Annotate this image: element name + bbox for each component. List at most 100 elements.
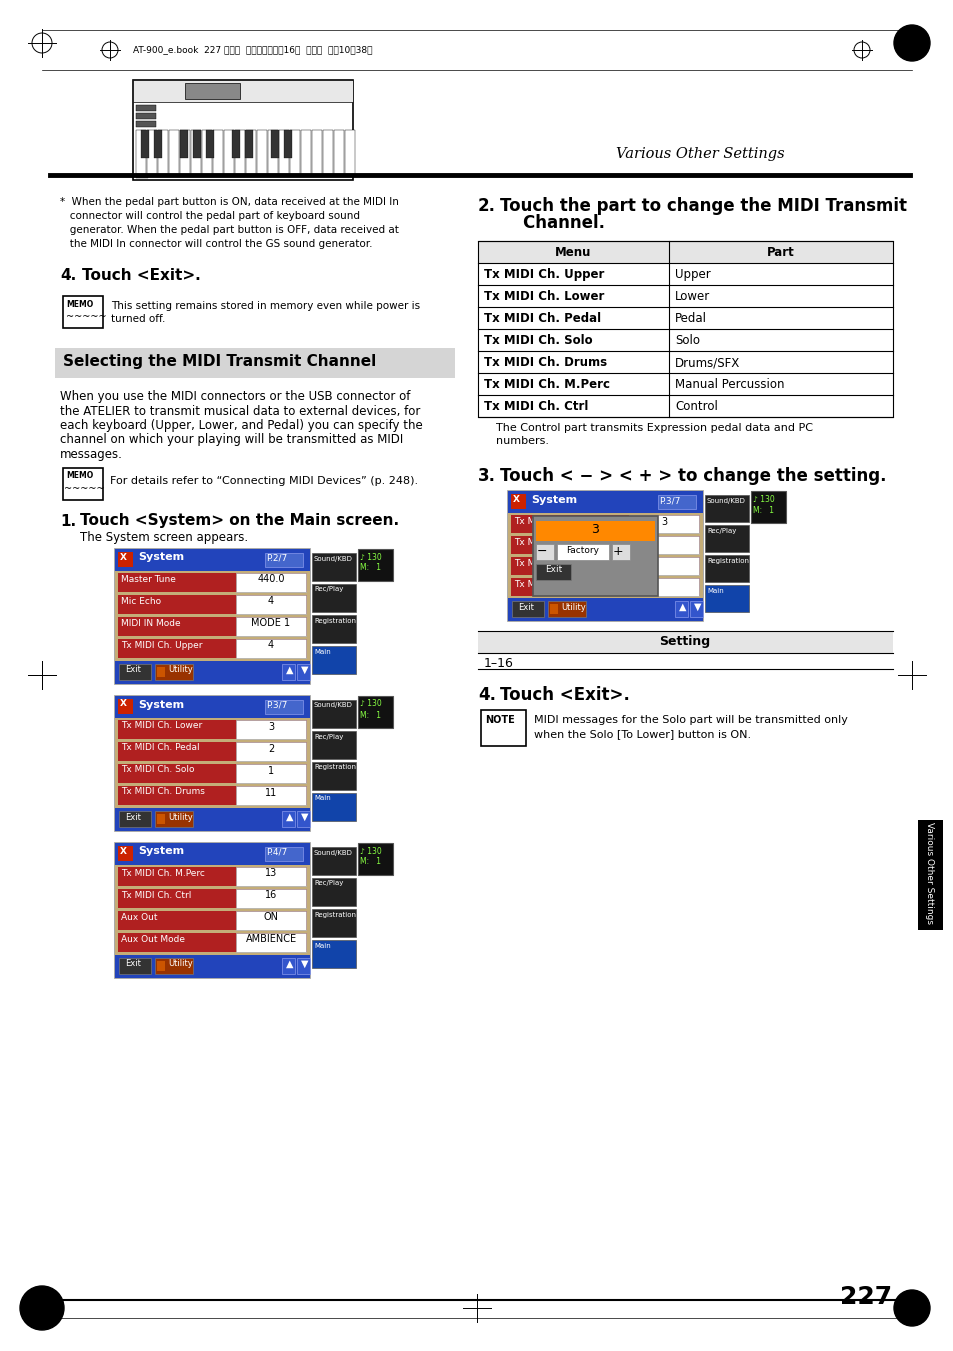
Bar — [158, 130, 168, 176]
Bar — [511, 536, 700, 554]
Text: X: X — [120, 553, 127, 562]
Text: turned off.: turned off. — [111, 313, 165, 324]
Bar — [628, 557, 699, 576]
Bar — [235, 616, 306, 635]
Text: Tx MIDI Ch. Solo: Tx MIDI Ch. Solo — [483, 334, 592, 347]
Bar — [235, 763, 306, 782]
Text: Exit: Exit — [125, 959, 141, 969]
Bar — [55, 349, 455, 378]
Bar — [118, 551, 132, 566]
Text: Tx MIDI Ch. Solo: Tx MIDI Ch. Solo — [121, 766, 194, 774]
Bar — [118, 594, 307, 613]
Text: M:   1: M: 1 — [752, 507, 773, 515]
Bar — [357, 843, 393, 874]
Bar — [157, 666, 165, 677]
Text: the ATELIER to transmit musical data to external devices, for: the ATELIER to transmit musical data to … — [60, 404, 420, 417]
Text: MIDI IN Mode: MIDI IN Mode — [121, 619, 180, 627]
Bar — [477, 631, 892, 653]
Circle shape — [893, 26, 929, 61]
Bar — [704, 555, 748, 582]
Bar — [312, 700, 355, 727]
Text: Sound/KBD: Sound/KBD — [314, 703, 353, 708]
Bar — [658, 494, 696, 509]
Bar — [704, 585, 748, 612]
Bar — [119, 811, 151, 827]
Bar — [157, 813, 165, 824]
Text: ▼: ▼ — [301, 812, 308, 821]
Bar — [265, 700, 303, 713]
Text: 440.0: 440.0 — [257, 574, 284, 585]
Text: Master Tune: Master Tune — [121, 574, 175, 584]
Text: 11: 11 — [265, 788, 276, 797]
Text: Rec/Play: Rec/Play — [314, 881, 343, 886]
Text: *  When the pedal part button is ON, data received at the MIDI In: * When the pedal part button is ON, data… — [60, 197, 398, 207]
Bar — [282, 663, 294, 680]
Bar — [511, 515, 700, 534]
Bar — [115, 661, 310, 684]
Text: Touch the part to change the MIDI Transmit: Touch the part to change the MIDI Transm… — [499, 197, 906, 215]
Bar — [115, 549, 310, 684]
Text: Tx MIDI Ch. M.Perc: Tx MIDI Ch. M.Perc — [483, 378, 609, 390]
Text: Main: Main — [706, 588, 723, 594]
Bar — [141, 130, 149, 158]
Text: X: X — [120, 700, 127, 708]
Bar — [157, 961, 165, 970]
Bar — [115, 808, 310, 831]
Text: M:   1: M: 1 — [359, 858, 380, 866]
Bar — [536, 563, 571, 580]
Bar — [480, 711, 525, 746]
Bar — [235, 785, 306, 804]
Text: Mic Echo: Mic Echo — [121, 597, 161, 605]
Text: ~~~~~: ~~~~~ — [66, 312, 107, 322]
Bar — [345, 130, 355, 176]
Bar — [235, 720, 306, 739]
Bar — [63, 296, 103, 328]
Bar — [675, 601, 687, 617]
Bar — [334, 130, 344, 176]
Bar — [507, 490, 702, 621]
Text: Rec/Play: Rec/Play — [314, 734, 343, 739]
Bar — [185, 82, 240, 99]
Bar — [245, 130, 253, 158]
Text: Channel.: Channel. — [499, 213, 604, 232]
Text: Utility: Utility — [168, 666, 193, 674]
Text: Registration: Registration — [706, 558, 748, 563]
Bar — [118, 616, 307, 635]
Text: MIDI messages for the Solo part will be transmitted only: MIDI messages for the Solo part will be … — [534, 715, 847, 725]
Bar — [533, 516, 658, 596]
Bar — [235, 594, 306, 613]
Text: AMBIENCE: AMBIENCE — [245, 935, 296, 944]
Bar — [115, 717, 310, 808]
Bar — [118, 763, 307, 782]
Bar — [312, 130, 322, 176]
Text: When you use the MIDI connectors or the USB connector of: When you use the MIDI connectors or the … — [60, 390, 410, 403]
Text: Touch <System> on the Main screen.: Touch <System> on the Main screen. — [80, 513, 398, 528]
Bar — [301, 130, 311, 176]
Bar — [296, 958, 310, 974]
Bar — [115, 955, 310, 978]
Bar — [235, 889, 306, 908]
Text: MEMO: MEMO — [66, 300, 93, 309]
Text: Utility: Utility — [168, 959, 193, 969]
Text: 1.: 1. — [60, 513, 76, 528]
Text: 16: 16 — [265, 890, 276, 901]
Circle shape — [20, 1286, 64, 1329]
Text: 1: 1 — [268, 766, 274, 775]
Text: Tx MIDI: Tx MIDI — [514, 559, 547, 567]
Text: Setting: Setting — [659, 635, 710, 648]
Text: ♪ 130: ♪ 130 — [752, 494, 774, 504]
Bar — [202, 130, 212, 176]
Bar — [234, 130, 245, 176]
Text: 3: 3 — [591, 523, 598, 536]
Text: Rec/Play: Rec/Play — [314, 586, 343, 593]
Text: Sound/KBD: Sound/KBD — [314, 850, 353, 855]
Bar — [235, 911, 306, 929]
Bar — [191, 130, 201, 176]
Bar — [477, 240, 892, 417]
Bar — [511, 494, 525, 509]
Bar — [235, 932, 306, 951]
Bar — [147, 130, 157, 176]
Text: P.3/7: P.3/7 — [659, 496, 679, 505]
Bar — [271, 130, 278, 158]
Bar — [312, 615, 355, 643]
